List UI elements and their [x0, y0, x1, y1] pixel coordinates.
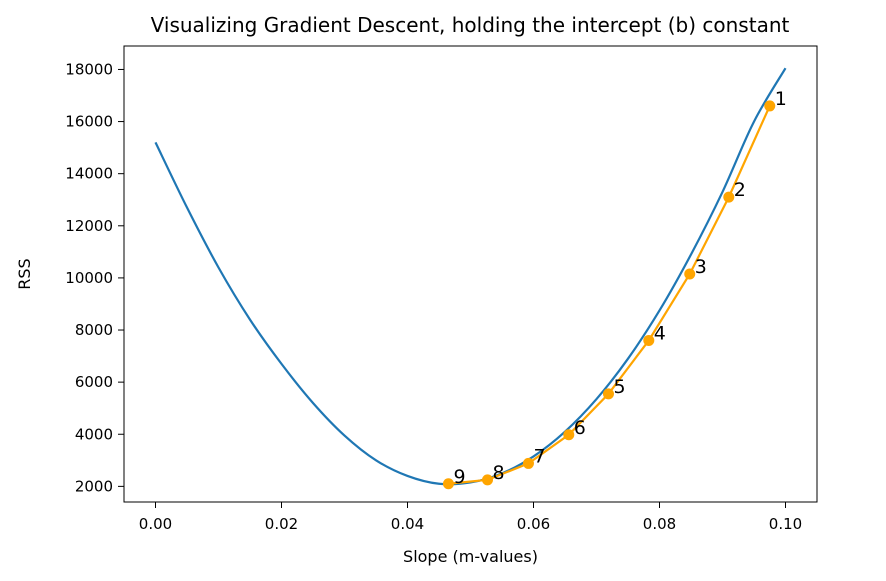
y-tick-label: 8000	[75, 321, 113, 339]
x-tick-label: 0.02	[265, 515, 298, 533]
y-axis-ticks: 2000 4000 6000 8000 10000 12000 14000 16000 1800…	[65, 60, 124, 495]
plot-frame	[123, 45, 818, 503]
y-tick-label: 12000	[65, 217, 113, 235]
x-tick-label: 0.10	[769, 515, 802, 533]
x-axis-label: Slope (m-values)	[403, 547, 538, 566]
gradient-step-point	[602, 388, 614, 400]
gradient-step-label: 5	[613, 376, 625, 398]
gradient-step-point	[563, 429, 575, 441]
y-tick-label: 14000	[65, 165, 113, 183]
gradient-step-line	[448, 105, 771, 485]
gradient-step-label: 1	[775, 88, 787, 110]
plot-area: 1 2 3 4 5 6 7 8 9	[154, 67, 787, 490]
y-tick-label: 16000	[65, 113, 113, 131]
gradient-step-label: 2	[734, 179, 746, 201]
gradient-step-point	[522, 457, 534, 469]
x-tick-label: 0.06	[517, 515, 550, 533]
gradient-step-label: 7	[533, 445, 545, 467]
y-tick-label: 18000	[65, 60, 113, 78]
x-tick-label: 0.08	[643, 515, 676, 533]
gradient-step-label: 8	[493, 462, 505, 484]
y-tick-label: 10000	[65, 269, 113, 287]
x-axis-ticks: 0.00 0.02 0.04 0.06 0.08 0.10	[139, 502, 802, 533]
gradient-step-label: 9	[453, 466, 465, 488]
y-tick-label: 2000	[75, 477, 113, 495]
gradient-step-point	[482, 474, 494, 486]
gradient-step-point	[723, 191, 735, 203]
gradient-step-label: 3	[695, 256, 707, 278]
x-tick-label: 0.04	[391, 515, 424, 533]
y-tick-label: 4000	[75, 425, 113, 443]
x-tick-label: 0.00	[139, 515, 172, 533]
chart-title: Visualizing Gradient Descent, holding th…	[151, 13, 790, 37]
gradient-step-label: 6	[574, 417, 586, 439]
y-tick-label: 6000	[75, 373, 113, 391]
gradient-step-point	[643, 334, 655, 346]
gradient-step-label: 4	[654, 322, 666, 344]
y-axis-label: RSS	[15, 258, 34, 289]
gradient-step-point	[684, 268, 696, 280]
gradient-step-point	[764, 100, 776, 112]
gradient-step-point	[442, 478, 454, 490]
